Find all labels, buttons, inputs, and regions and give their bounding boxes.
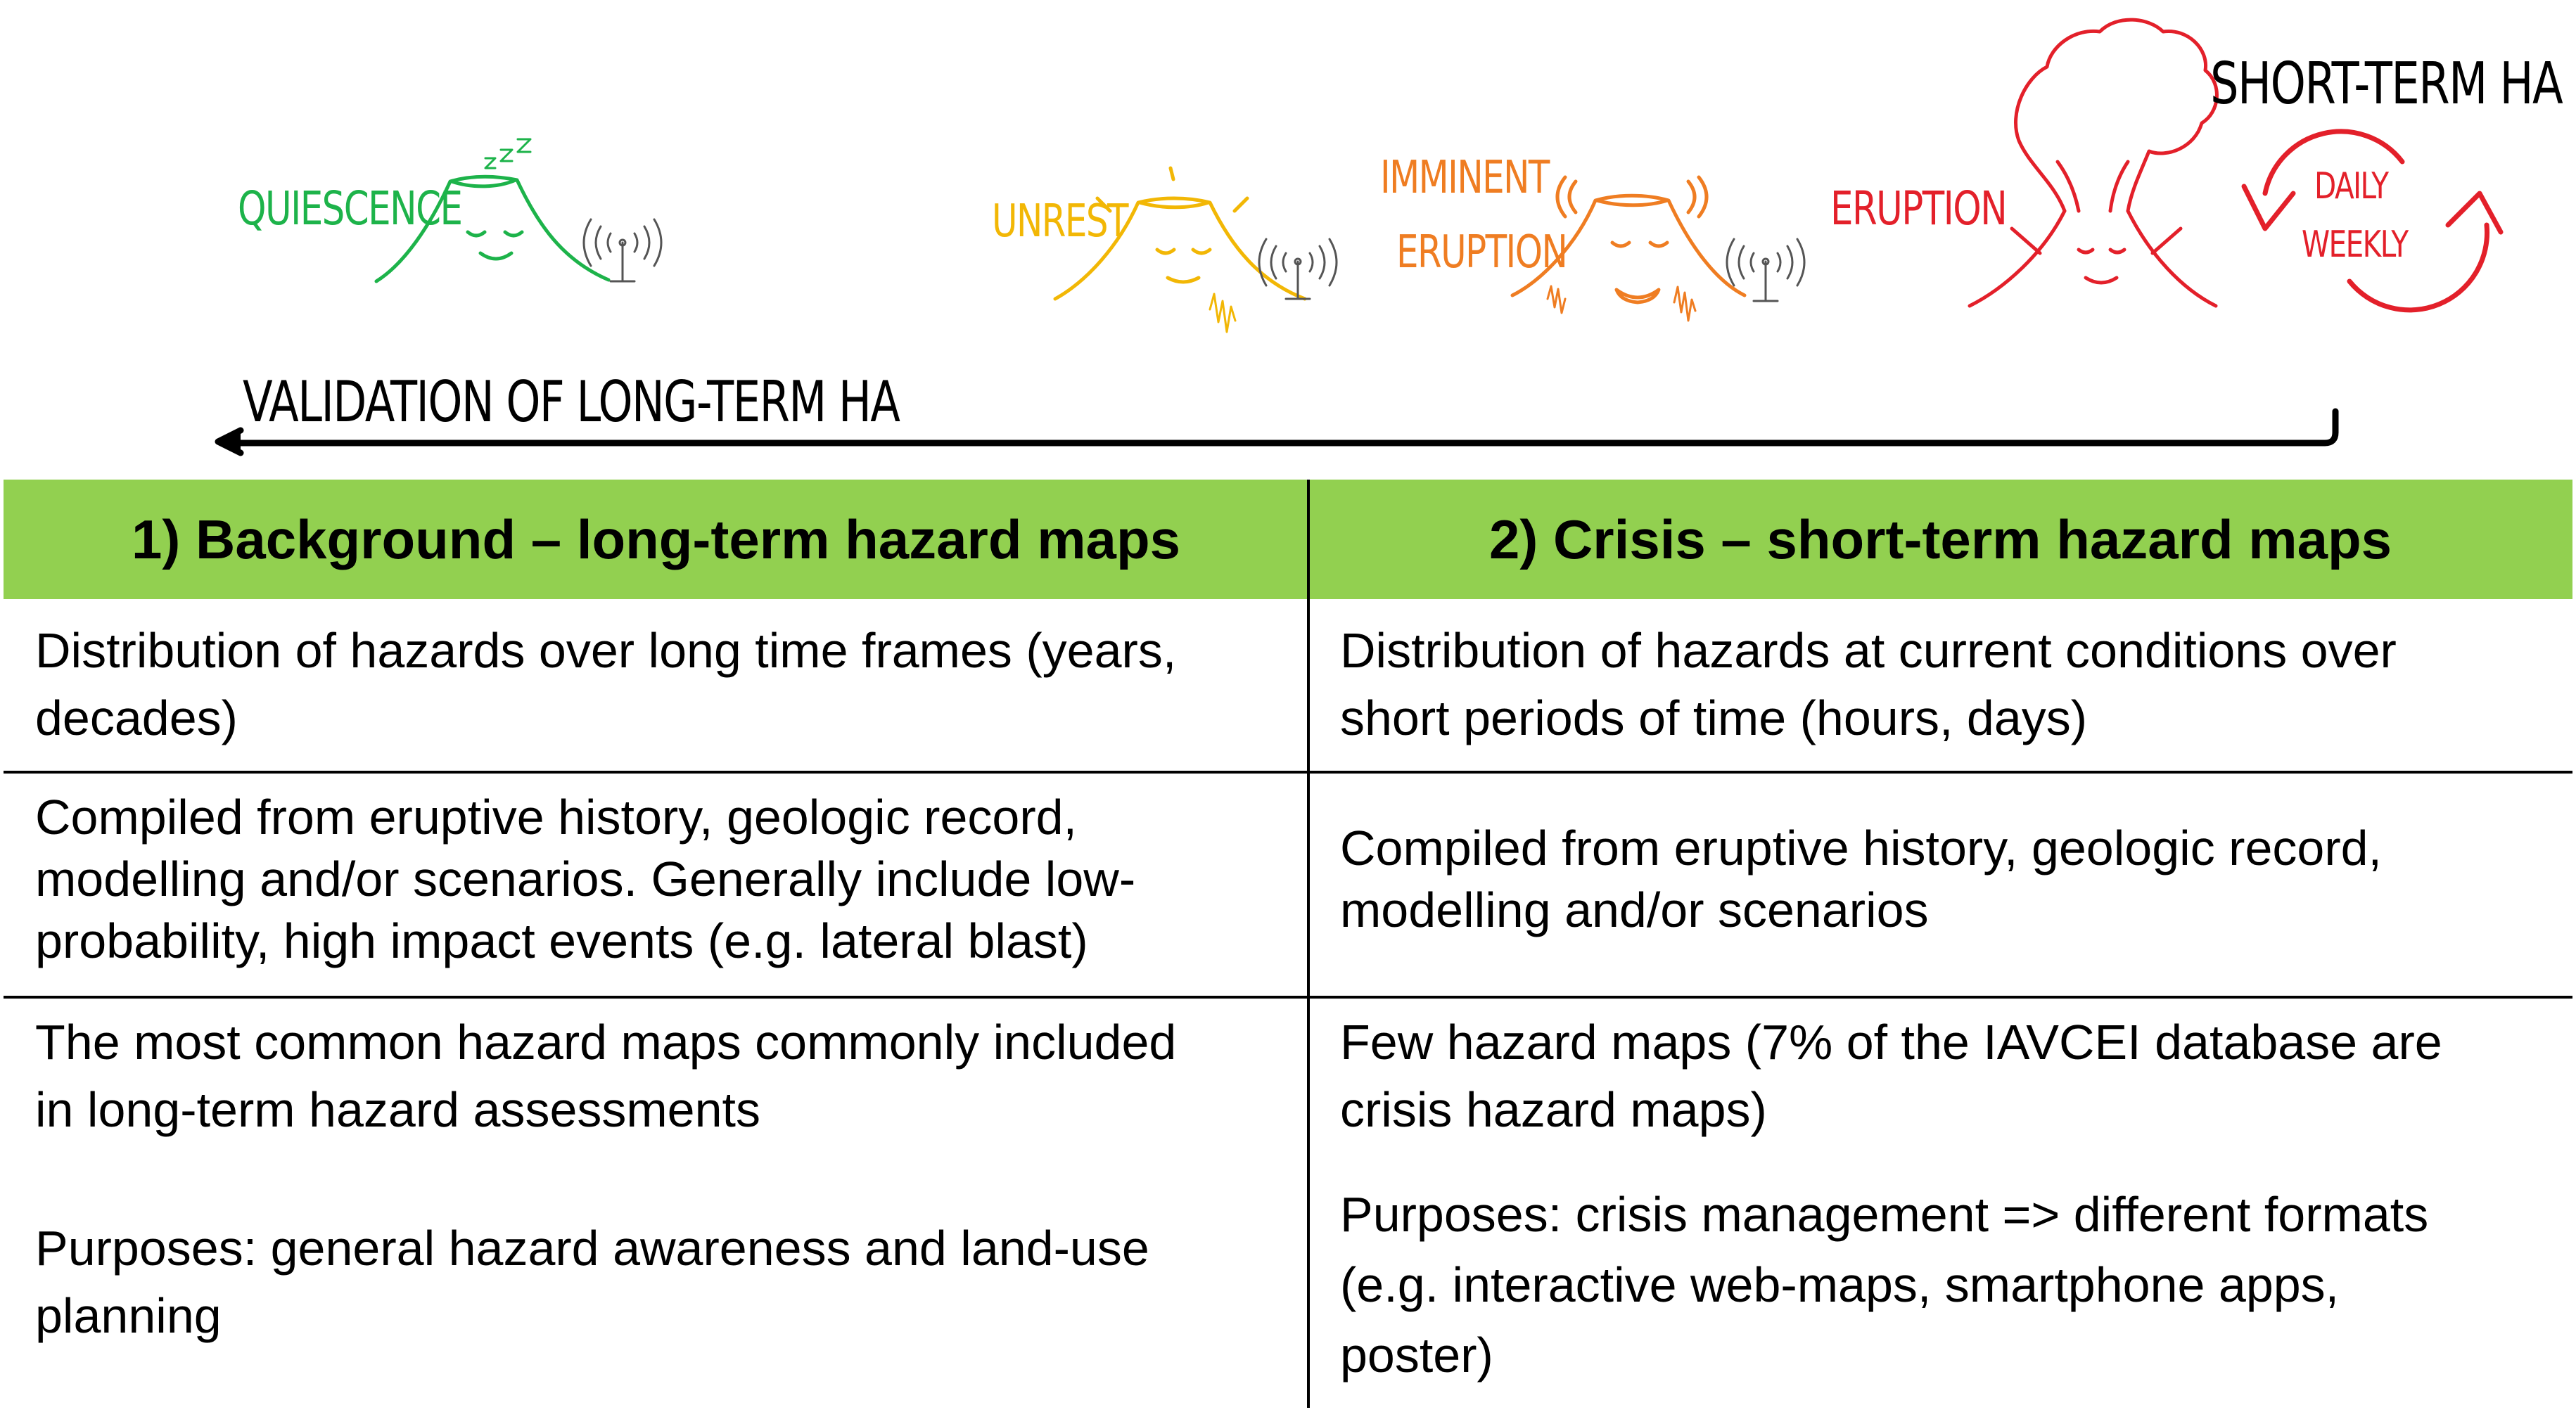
table-cell-left: Distribution of hazards over long time f…: [35, 623, 1177, 745]
seismometer-icon: [1258, 238, 1338, 300]
table-cell-left: The most common hazard maps commonly inc…: [35, 1015, 1177, 1137]
row-divider: [4, 996, 2572, 999]
table-cell-right: Compiled from eruptive history, geologic…: [1340, 821, 2383, 937]
erupting-volcano-icon: [1968, 18, 2219, 308]
stage-label-unrest: UNREST: [992, 195, 1128, 248]
table-cell-right: Few hazard maps (7% of the IAVCEI databa…: [1340, 1015, 2442, 1137]
seismometer-icon: [582, 218, 663, 283]
table-cell-right: Distribution of hazards at current condi…: [1340, 623, 2397, 745]
quiescence-volcano-icon: [374, 174, 611, 283]
validation-arrow-icon: [215, 408, 2339, 456]
sleeping-zzz-icon: [484, 138, 532, 169]
column-divider: [1307, 480, 1310, 1408]
table-cell-right: Purposes: crisis management => different…: [1340, 1187, 2429, 1383]
daily-weekly-cycle-icon: [2241, 129, 2504, 313]
volcano-illustrations: [215, 18, 2504, 456]
weekly-label: WEEKLY: [2302, 224, 2409, 266]
unrest-volcano-icon: [1053, 166, 1307, 333]
stage-label-eruption: ERUPTION: [1830, 181, 2008, 236]
table-cell-left: Compiled from eruptive history, geologic…: [35, 790, 1136, 968]
seismometer-icon: [1726, 238, 1806, 302]
volcano-stage-diagram: QUIESCENCE UNREST IMMINENT ERUPTION ERUP…: [0, 0, 2576, 485]
validation-label: VALIDATION OF LONG-TERM HA: [243, 369, 900, 435]
daily-label: DAILY: [2314, 165, 2389, 207]
column-header-background: 1) Background – long-term hazard maps: [132, 508, 1180, 570]
table-header: 1) Background – long-term hazard maps 2)…: [4, 480, 2572, 599]
stage-label-eruption-line2: ERUPTION: [1396, 226, 1568, 278]
column-header-crisis: 2) Crisis – short-term hazard maps: [1488, 508, 2392, 570]
table-cell-left: Purposes: general hazard awareness and l…: [35, 1221, 1149, 1343]
stage-label-quiescence: QUIESCENCE: [238, 181, 463, 236]
row-divider: [4, 771, 2572, 774]
stage-label-imminent: IMMINENT: [1380, 152, 1550, 204]
imminent-eruption-volcano-icon: [1510, 175, 1747, 322]
short-term-ha-title: SHORT-TERM HA: [2210, 51, 2563, 117]
